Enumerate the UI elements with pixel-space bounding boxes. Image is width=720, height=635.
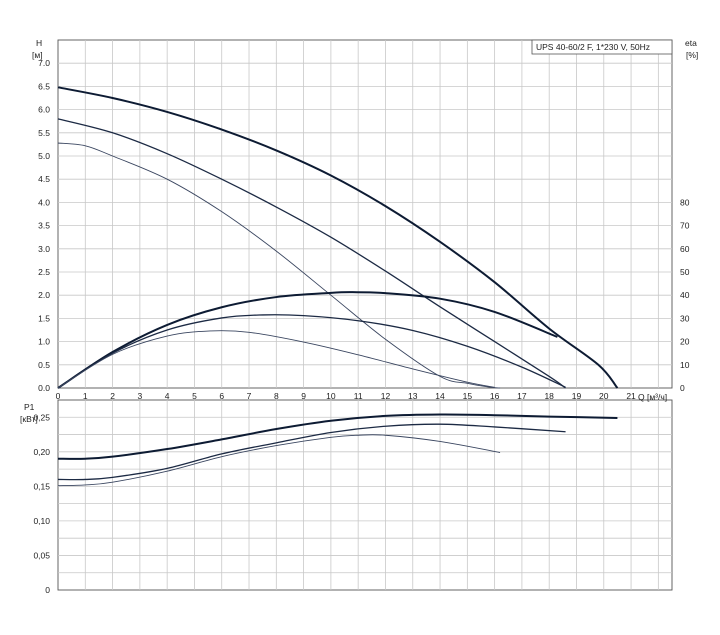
power-tick-label: 0,25 xyxy=(33,412,50,422)
head-tick-label: 6.5 xyxy=(38,81,50,91)
eta-tick-label: 60 xyxy=(680,244,690,254)
head-tick-label: 3.0 xyxy=(38,244,50,254)
x-tick-label: 15 xyxy=(463,391,473,401)
x-tick-label: 13 xyxy=(408,391,418,401)
head-tick-label: 4.0 xyxy=(38,197,50,207)
x-tick-label: 5 xyxy=(192,391,197,401)
eta-curve-line xyxy=(57,314,566,389)
head-tick-label: 6.0 xyxy=(38,105,50,115)
x-tick-label: 7 xyxy=(247,391,252,401)
head-tick-label: 1.0 xyxy=(38,337,50,347)
power-tick-label: 0,15 xyxy=(33,481,50,491)
eta-tick-label: 40 xyxy=(680,290,690,300)
x-tick-label: 17 xyxy=(517,391,527,401)
x-tick-label: 16 xyxy=(490,391,500,401)
x-tick-label: 10 xyxy=(326,391,336,401)
eta-axis-unit: [%] xyxy=(686,50,698,60)
x-tick-label: 4 xyxy=(165,391,170,401)
head-tick-label: 4.5 xyxy=(38,174,50,184)
tick-labels: 0 1 2 3 4 5 6 7 8 9 10 11 12 13 14 15 16 17 18 19 20 210.00.5… xyxy=(33,58,689,595)
eta-tick-label: 20 xyxy=(680,337,690,347)
power-tick-label: 0,10 xyxy=(33,516,50,526)
eta-tick-label: 10 xyxy=(680,360,690,370)
eta-tick-label: 30 xyxy=(680,313,690,323)
head-tick-label: 0.5 xyxy=(38,360,50,370)
x-tick-label: 2 xyxy=(110,391,115,401)
head-tick-label: 0.0 xyxy=(38,383,50,393)
head-tick-label: 5.5 xyxy=(38,128,50,138)
eta-tick-label: 70 xyxy=(680,221,690,231)
eta-tick-label: 50 xyxy=(680,267,690,277)
x-tick-label: 11 xyxy=(354,391,363,401)
x-tick-label: 8 xyxy=(274,391,279,401)
eta-curve-line xyxy=(57,330,495,389)
head-tick-label: 2.0 xyxy=(38,290,50,300)
head-eta-plot-frame xyxy=(57,39,673,389)
x-tick-label: 9 xyxy=(301,391,306,401)
curves xyxy=(57,86,619,487)
head-axis-label: H xyxy=(36,38,42,48)
pump-model-box xyxy=(531,39,673,55)
head-tick-label: 2.5 xyxy=(38,267,50,277)
power-tick-label: 0,05 xyxy=(33,550,50,560)
x-tick-label: 1 xyxy=(83,391,88,401)
power-curve-line xyxy=(57,413,618,460)
x-tick-label: 19 xyxy=(572,391,582,401)
power-curve-line xyxy=(57,434,501,487)
x-tick-label: 18 xyxy=(544,391,554,401)
power-axis-unit: [кВт] xyxy=(20,414,38,424)
head-tick-label: 1.5 xyxy=(38,313,50,323)
x-tick-label: 3 xyxy=(137,391,142,401)
power-curve-line xyxy=(57,423,566,481)
head-eta-grid xyxy=(58,40,672,388)
x-tick-label: 14 xyxy=(435,391,445,401)
flow-axis-label: Q [м³/ч] xyxy=(638,392,667,402)
head-curve-line xyxy=(57,142,501,389)
x-tick-label: 6 xyxy=(219,391,224,401)
x-tick-label: 21 xyxy=(626,391,636,401)
head-tick-label: 5.0 xyxy=(38,151,50,161)
power-tick-label: 0,20 xyxy=(33,447,50,457)
x-tick-label: 12 xyxy=(381,391,391,401)
head-axis-unit: [м] xyxy=(32,50,43,60)
x-tick-label: 20 xyxy=(599,391,609,401)
eta-curve-line xyxy=(57,291,558,389)
pump-model-label: UPS 40-60/2 F, 1*230 V, 50Hz xyxy=(536,42,650,52)
eta-tick-label: 0 xyxy=(680,383,685,393)
head-tick-label: 7.0 xyxy=(38,58,50,68)
head-tick-label: 3.5 xyxy=(38,221,50,231)
power-plot-frame xyxy=(57,399,673,591)
power-tick-label: 0 xyxy=(45,585,50,595)
head-curve-line xyxy=(57,118,566,389)
power-axis-label: P1 xyxy=(24,402,35,412)
eta-axis-label: eta xyxy=(685,38,697,48)
eta-tick-label: 80 xyxy=(680,197,690,207)
x-tick-label: 0 xyxy=(56,391,61,401)
head-curve-line xyxy=(57,86,619,389)
